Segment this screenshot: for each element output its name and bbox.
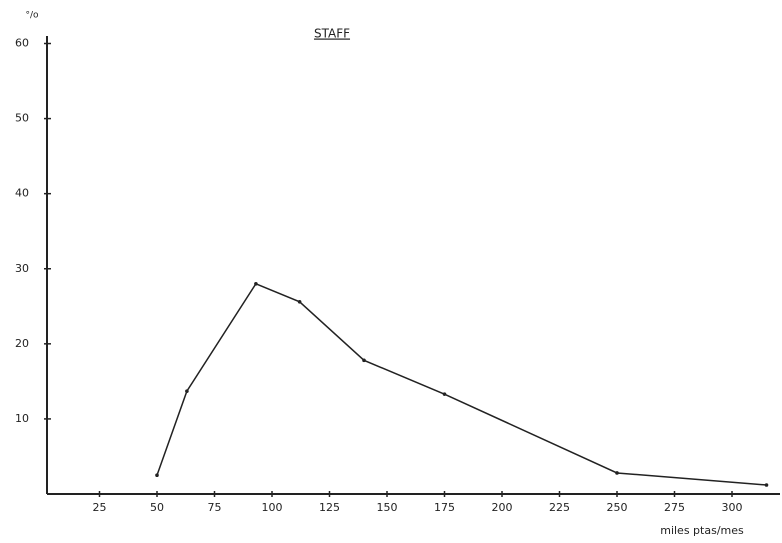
x-tick-label: 300: [722, 501, 743, 514]
x-tick-label: 225: [549, 501, 570, 514]
y-tick-label: 20: [15, 337, 29, 350]
data-line: [156, 282, 767, 486]
x-tick-label: 50: [150, 501, 164, 514]
x-tick-label: 25: [93, 501, 107, 514]
y-tick-label: 50: [15, 112, 29, 125]
data-point: [442, 392, 447, 396]
data-point: [155, 473, 159, 478]
y-tick-label: 40: [15, 187, 29, 200]
x-axis-label: miles ptas/mes: [660, 524, 744, 537]
x-tick-label: 175: [434, 501, 455, 514]
data-point: [362, 358, 366, 363]
x-tick-label: 150: [377, 501, 398, 514]
x-tick-label: 250: [607, 501, 628, 514]
data-point: [254, 281, 258, 286]
y-tick-label: 10: [15, 412, 29, 425]
y-tick-label: 30: [15, 262, 29, 275]
data-point: [615, 471, 619, 475]
data-point: [185, 389, 189, 393]
y-axis-label: °/o: [25, 11, 39, 21]
x-tick-label: 75: [208, 501, 222, 514]
y-tick-label: 60: [15, 37, 29, 50]
x-tick-label: 200: [492, 501, 513, 514]
x-tick-label: 100: [262, 501, 283, 514]
x-tick-label: 275: [664, 501, 685, 514]
data-point: [764, 483, 769, 487]
data-point: [297, 299, 302, 304]
chart-title: STAFF: [314, 27, 350, 41]
x-tick-label: 125: [319, 501, 340, 514]
